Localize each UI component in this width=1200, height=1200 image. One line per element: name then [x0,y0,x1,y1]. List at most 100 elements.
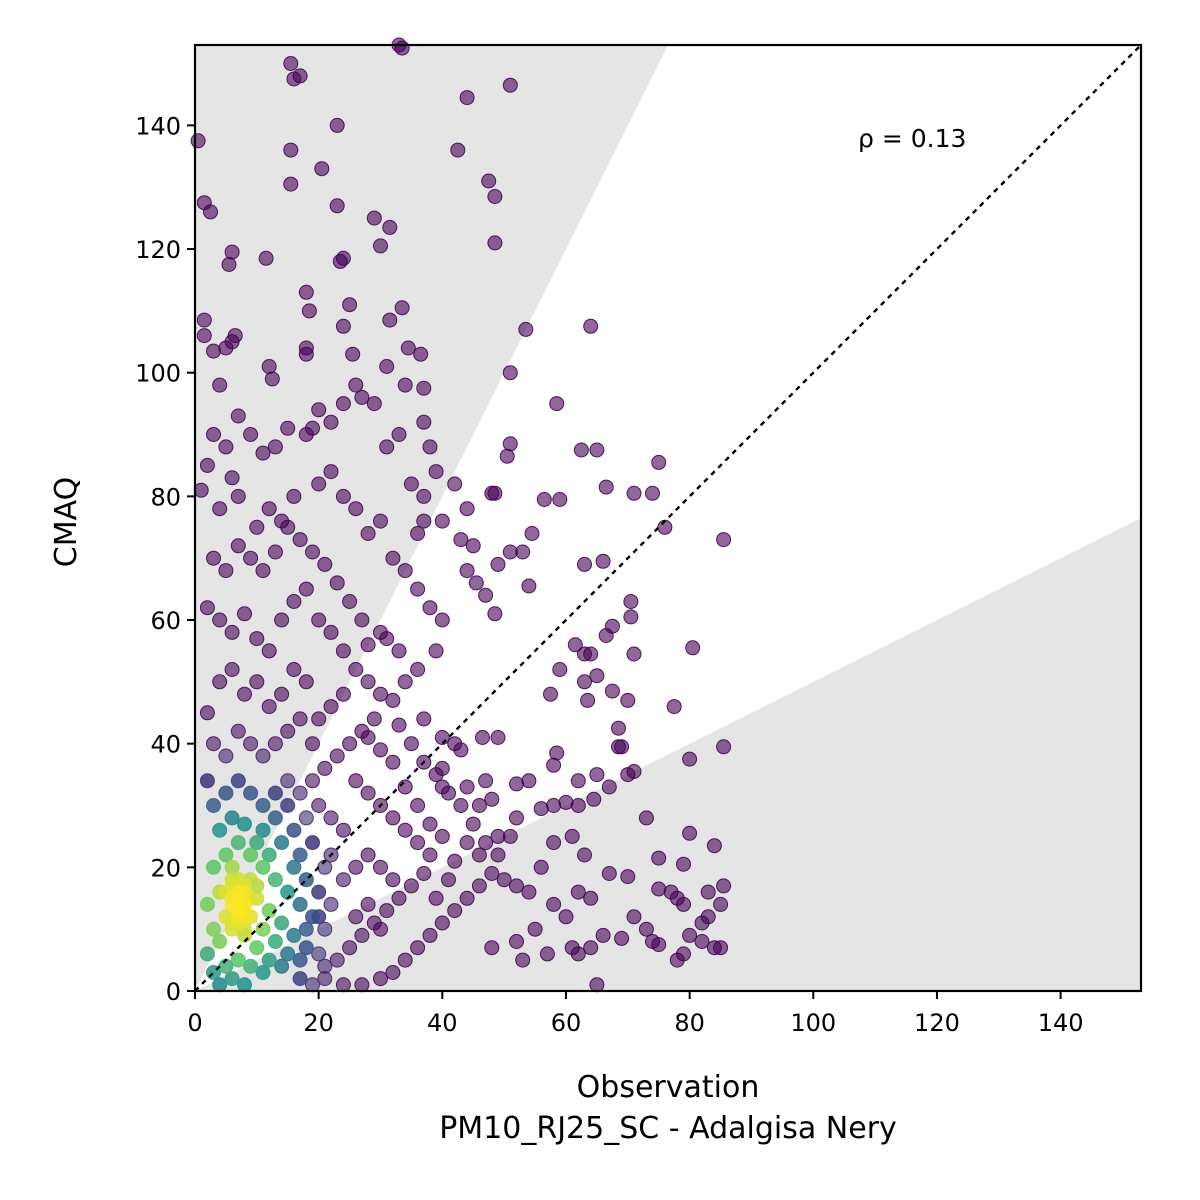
data-point [434,513,450,529]
data-point [212,822,228,838]
data-point [546,798,562,813]
data-point [422,439,438,455]
x-axis-label: Observation [577,1070,760,1105]
data-point [206,343,221,359]
data-point [255,822,271,838]
data-point [280,420,296,436]
data-point [335,396,351,412]
data-point [416,488,432,504]
data-point [713,896,729,912]
data-point [521,578,537,594]
data-point [577,847,592,863]
data-point [280,946,296,962]
data-point [199,600,215,616]
data-point [459,501,475,517]
identity-line [194,44,1142,992]
x-tick-label: 40 [427,1009,458,1037]
data-point [354,927,370,943]
x-tick-label: 120 [914,1009,960,1037]
data-point [676,856,691,872]
data-point [385,692,401,708]
data-point [360,847,376,863]
data-point [428,643,444,659]
data-point [292,952,308,968]
data-point [237,816,252,832]
data-point [335,872,351,888]
data-point [410,940,426,956]
data-point [645,485,660,501]
data-point [502,77,518,93]
data-point [286,594,302,609]
scatter-points [190,37,732,993]
data-point [434,779,450,795]
data-point [391,890,407,906]
data-point [570,798,586,813]
data-point [199,896,215,912]
data-point [459,563,475,579]
data-point [453,532,469,548]
data-point [366,210,382,226]
data-point [626,485,642,501]
data-point [243,550,259,566]
data-point [267,439,283,455]
data-point [292,847,308,863]
data-point [212,501,228,517]
data-point [249,519,265,535]
x-axis-sublabel: PM10_RJ25_SC - Adalgisa Nery [439,1111,897,1146]
data-point [385,754,401,770]
data-point [280,723,296,739]
data-point [342,940,358,956]
data-point [224,244,240,260]
data-point [410,798,426,813]
data-point [521,773,537,789]
lower-shaded-region [195,518,1141,991]
data-point [549,745,565,761]
x-tick-label: 100 [790,1009,836,1037]
data-point [335,822,351,838]
data-point [499,448,515,464]
data-point [403,878,419,894]
data-point [348,377,364,393]
data-point [305,736,320,752]
data-point [595,553,611,569]
data-point [348,909,364,925]
data-point [323,699,339,715]
data-point [212,612,228,628]
data-point [484,866,500,881]
data-point [342,297,358,313]
data-point [416,711,432,727]
data-point [403,736,419,752]
data-point [484,791,500,807]
data-point [382,312,398,328]
data-point [335,686,351,702]
data-point [577,674,592,690]
data-point [305,977,320,993]
data-point [317,760,333,776]
data-point [589,767,605,783]
data-point [589,977,605,993]
data-point [478,773,494,789]
data-point [212,934,228,949]
data-point [509,878,524,894]
data-point [487,606,503,622]
data-point [478,835,494,851]
data-point [533,801,549,817]
data-point [586,791,602,807]
data-point [447,736,463,752]
data-point [243,785,259,801]
data-point [459,779,475,795]
data-point [280,773,296,789]
data-point [583,940,599,956]
data-point [539,946,555,962]
data-point [638,921,654,937]
data-point [626,909,642,925]
data-point [329,198,345,214]
data-point [305,909,320,925]
data-point [410,835,426,851]
data-point [348,662,364,677]
data-point [716,878,732,894]
data-point [243,427,259,442]
data-point [428,767,444,783]
data-point [286,859,302,875]
